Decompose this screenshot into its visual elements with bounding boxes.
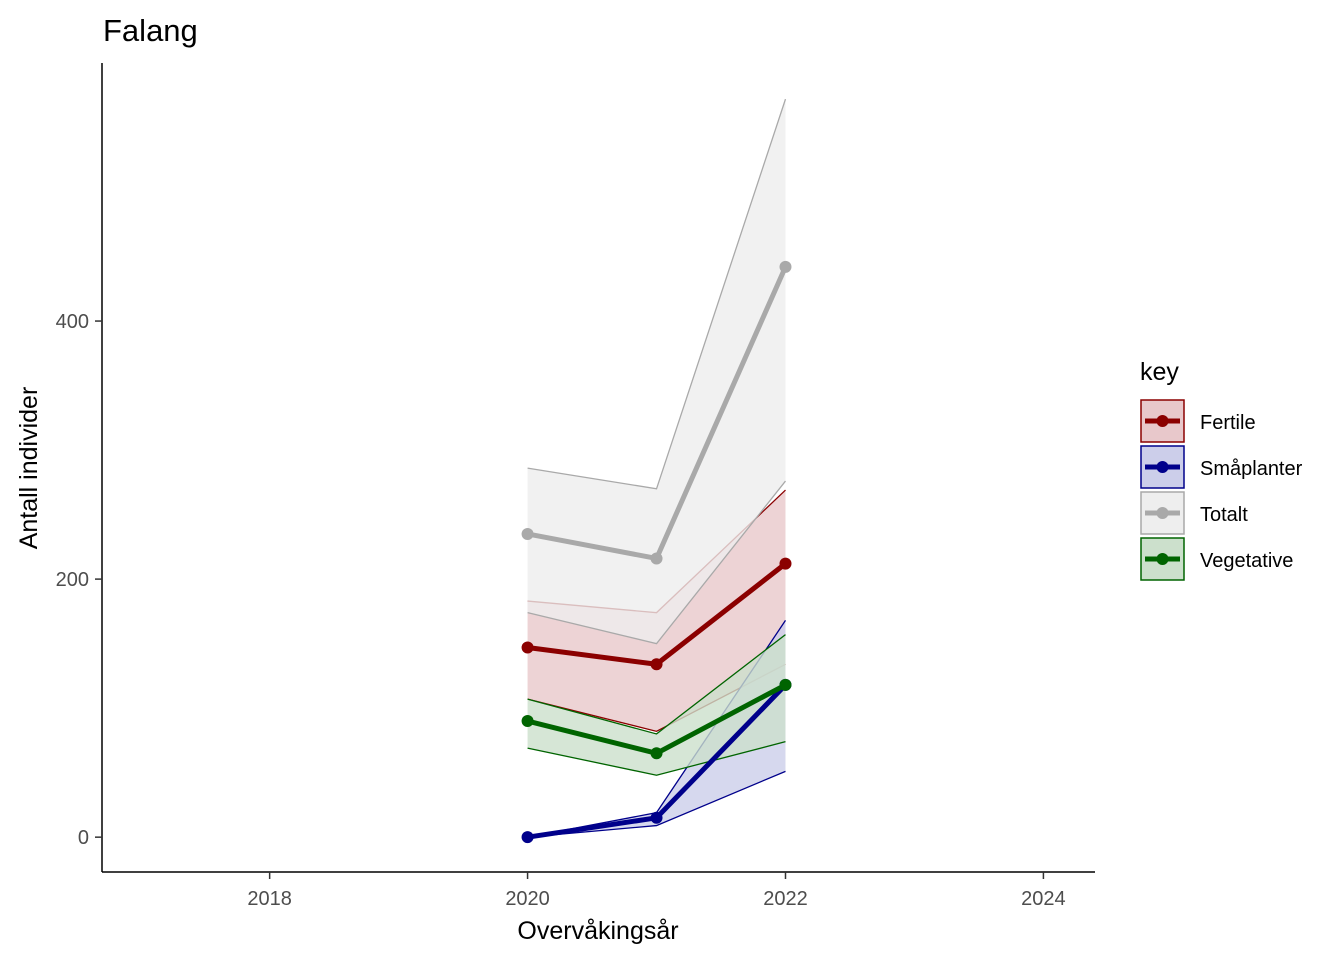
y-tick-label: 0	[78, 827, 89, 849]
x-tick-label: 2024	[1021, 888, 1066, 910]
smaplanter-point	[521, 831, 534, 844]
series-points	[521, 260, 792, 844]
legend-item-fertile: Fertile	[1140, 399, 1256, 443]
legend-items: Fertile Småplanter Totalt Vegetative	[1140, 399, 1303, 581]
legend-item-smaplanter: Småplanter	[1140, 445, 1303, 489]
smaplanter-ribbon	[527, 620, 786, 838]
totalt-point	[521, 527, 534, 540]
vegetative-point	[779, 678, 792, 691]
legend-label: Småplanter	[1200, 458, 1303, 480]
fertile-point	[779, 557, 792, 570]
totalt-ribbon	[527, 99, 786, 644]
vegetative-point	[521, 715, 534, 728]
legend-key-point	[1156, 415, 1169, 427]
x-tick-label: 2020	[505, 888, 550, 910]
vegetative-lower-bound	[527, 741, 786, 776]
legend-item-vegetative: Vegetative	[1140, 537, 1293, 581]
smaplanter-lower-bound	[527, 770, 786, 838]
legend-label: Totalt	[1200, 504, 1248, 526]
totalt-point	[650, 552, 663, 565]
chart-title: Falang	[103, 13, 198, 48]
fertile-point	[650, 658, 663, 671]
legend-label: Vegetative	[1200, 550, 1293, 572]
vegetative-ribbon	[527, 634, 786, 776]
legend-title: key	[1140, 358, 1179, 386]
y-tick-label: 400	[56, 311, 89, 333]
totalt-upper-bound	[527, 98, 787, 490]
fertile-point	[521, 641, 534, 654]
smaplanter-point	[650, 811, 663, 824]
vegetative-point	[650, 747, 663, 760]
legend: key Fertile Småplanter Totalt Vegetative	[1140, 358, 1303, 581]
x-tick-label: 2022	[763, 888, 808, 910]
x-axis-title: Overvåkingsår	[517, 917, 678, 945]
x-axis-ticks: 2018 2020 2022 2024	[247, 872, 1066, 910]
legend-key-point	[1156, 553, 1169, 565]
legend-label: Fertile	[1200, 412, 1256, 434]
legend-item-totalt: Totalt	[1140, 491, 1248, 535]
x-tick-label: 2018	[247, 888, 292, 910]
y-tick-label: 200	[56, 569, 89, 591]
legend-key-point	[1156, 461, 1169, 473]
totalt-point	[779, 260, 792, 273]
confidence-ribbons	[527, 98, 787, 838]
fertile-ribbon	[527, 490, 786, 732]
totalt-lower-bound	[527, 480, 787, 645]
vegetative-upper-bound	[527, 634, 786, 735]
y-axis-title: Antall individer	[15, 387, 43, 550]
legend-key-point	[1156, 507, 1169, 519]
y-axis-ticks: 0 200 400	[56, 311, 102, 849]
